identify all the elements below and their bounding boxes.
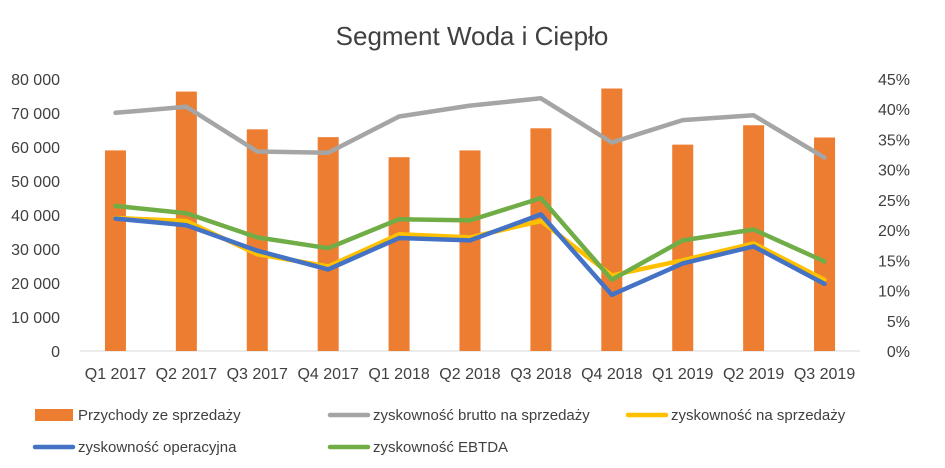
legend-label: zyskowność EBTDA (373, 439, 508, 456)
right-tick-label: 5% (887, 314, 910, 331)
bar (814, 137, 836, 351)
right-tick-label: 35% (878, 132, 910, 149)
bar-series (104, 88, 836, 352)
legend-swatch (35, 409, 73, 421)
left-tick-label: 0 (51, 344, 60, 361)
left-axis-ticks: 0 10 000 20 000 30 000 40 000 50 000 60 000 70 … (11, 72, 60, 361)
x-tick-label: Q2 2017 (156, 366, 217, 383)
series-line (113, 195, 827, 282)
right-axis-ticks: 0% 5% 10% 15% 20% 25% 30% 35% 40% 45% (878, 72, 910, 361)
legend-label: zyskowność brutto na sprzedaży (373, 407, 590, 424)
left-tick-label: 70 000 (11, 106, 60, 123)
bar (246, 129, 268, 351)
right-tick-label: 10% (878, 284, 910, 301)
left-tick-label: 20 000 (11, 276, 60, 293)
right-tick-label: 40% (878, 102, 910, 119)
series-line (113, 212, 827, 298)
right-tick-label: 20% (878, 223, 910, 240)
left-tick-label: 40 000 (11, 208, 60, 225)
left-tick-label: 10 000 (11, 310, 60, 327)
bar (601, 88, 623, 352)
chart-title: Segment Woda i Ciepło (336, 21, 609, 51)
x-tick-label: Q3 2017 (227, 366, 288, 383)
left-tick-label: 60 000 (11, 140, 60, 157)
bar (388, 157, 410, 351)
bar (459, 150, 481, 351)
x-tick-label: Q2 2018 (439, 366, 500, 383)
x-tick-label: Q3 2018 (510, 366, 571, 383)
legend-label: zyskowność operacyjna (78, 439, 237, 456)
x-tick-label: Q1 2017 (85, 366, 146, 383)
bar (104, 150, 126, 351)
bar (317, 137, 339, 351)
left-tick-label: 80 000 (11, 72, 60, 89)
x-tick-label: Q1 2019 (652, 366, 713, 383)
legend-label: zyskowność na sprzedaży (671, 407, 846, 424)
x-axis-ticks: Q1 2017 Q2 2017 Q3 2017 Q4 2017 Q1 2018 Q2 20… (85, 366, 856, 383)
right-tick-label: 45% (878, 72, 910, 89)
line-series (113, 96, 827, 298)
right-tick-label: 0% (887, 344, 910, 361)
x-tick-label: Q4 2017 (297, 366, 358, 383)
bar (743, 125, 765, 352)
x-tick-label: Q1 2018 (368, 366, 429, 383)
x-tick-label: Q2 2019 (723, 366, 784, 383)
x-tick-label: Q3 2019 (794, 366, 855, 383)
x-tick-label: Q4 2018 (581, 366, 642, 383)
series-line (113, 96, 827, 160)
left-tick-label: 50 000 (11, 174, 60, 191)
legend-label: Przychody ze sprzedaży (78, 407, 241, 424)
right-tick-label: 30% (878, 163, 910, 180)
bar (530, 128, 552, 351)
legend: Przychody ze sprzedaży zyskowność brutto … (32, 407, 846, 456)
bar (672, 144, 694, 351)
right-tick-label: 25% (878, 193, 910, 210)
right-tick-label: 15% (878, 253, 910, 270)
left-tick-label: 30 000 (11, 242, 60, 259)
